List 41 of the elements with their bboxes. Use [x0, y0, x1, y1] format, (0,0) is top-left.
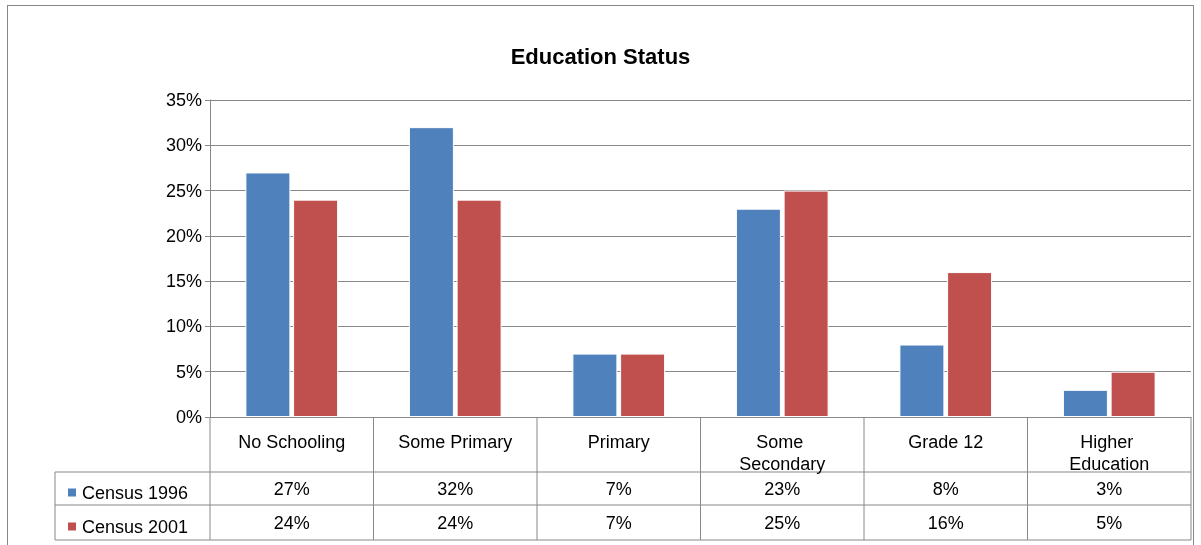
- x-tick-label: No Schooling: [238, 432, 346, 452]
- y-tick-label: 15%: [165, 271, 202, 292]
- bar: [293, 199, 339, 417]
- y-tick-label: 30%: [165, 135, 202, 156]
- y-tick-label: 10%: [165, 316, 202, 337]
- bar: [408, 127, 454, 417]
- legend-label: Census 1996: [82, 482, 189, 503]
- chart-title: Education Status: [510, 43, 691, 69]
- data-label: 5%: [1096, 512, 1123, 533]
- bar: [456, 199, 502, 417]
- bar: [572, 353, 618, 417]
- data-label: 3%: [1096, 478, 1123, 499]
- x-tick-label: Grade 12: [908, 432, 984, 452]
- data-label: 7%: [605, 512, 632, 533]
- data-label: 23%: [764, 478, 801, 499]
- bar: [947, 272, 993, 417]
- data-label: 8%: [932, 478, 959, 499]
- y-tick-label: 35%: [165, 90, 202, 110]
- bar: [783, 190, 829, 417]
- x-tick-label: Some Secondary: [739, 432, 826, 474]
- data-label: 32%: [437, 478, 474, 499]
- data-label: 7%: [605, 478, 632, 499]
- data-label: 24%: [437, 512, 474, 533]
- data-label: 16%: [927, 512, 964, 533]
- data-label: 25%: [764, 512, 801, 533]
- x-tick-label: Higher Education: [1069, 432, 1150, 474]
- y-tick-label: 5%: [175, 361, 202, 382]
- x-tick-label: Primary: [587, 432, 650, 452]
- y-tick-label: 0%: [175, 407, 202, 427]
- x-tick-label: Some Primary: [398, 432, 513, 452]
- y-tick-label: 25%: [165, 180, 202, 201]
- bar: [1062, 389, 1108, 417]
- data-label: 24%: [273, 512, 310, 533]
- bar: [620, 353, 666, 417]
- bar: [245, 172, 291, 417]
- data-label: 27%: [273, 478, 310, 499]
- bar: [899, 344, 945, 417]
- legend-label: Census 2001: [82, 516, 189, 537]
- bar: [735, 208, 781, 417]
- bar: [1110, 371, 1156, 417]
- y-tick-label: 20%: [165, 225, 202, 246]
